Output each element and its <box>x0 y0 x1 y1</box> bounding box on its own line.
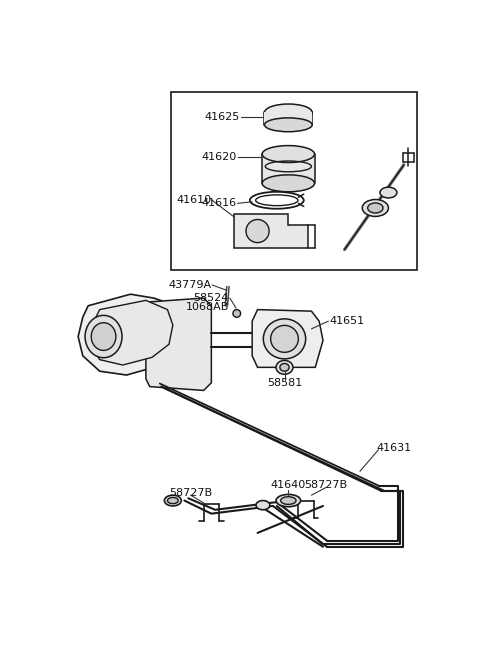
Ellipse shape <box>276 495 300 507</box>
Ellipse shape <box>264 118 312 132</box>
Ellipse shape <box>246 219 269 242</box>
Text: 41616: 41616 <box>202 198 237 208</box>
Text: 41631: 41631 <box>377 443 412 453</box>
Bar <box>171 92 417 270</box>
Ellipse shape <box>264 104 312 121</box>
Text: 1068AB: 1068AB <box>186 303 229 312</box>
Polygon shape <box>78 294 183 375</box>
Ellipse shape <box>271 326 299 352</box>
Ellipse shape <box>276 360 293 374</box>
Text: 41625: 41625 <box>204 112 240 122</box>
Text: 58727B: 58727B <box>304 480 348 490</box>
Text: 58524: 58524 <box>194 293 229 303</box>
Text: 58727B: 58727B <box>169 488 212 498</box>
Ellipse shape <box>233 310 240 317</box>
Bar <box>264 113 312 125</box>
Ellipse shape <box>256 500 270 510</box>
Ellipse shape <box>362 200 388 216</box>
Text: 41620: 41620 <box>202 152 237 162</box>
Bar <box>262 154 314 183</box>
Polygon shape <box>234 214 308 248</box>
Ellipse shape <box>281 496 296 504</box>
Text: 58581: 58581 <box>267 378 302 388</box>
Ellipse shape <box>380 187 397 198</box>
Ellipse shape <box>164 495 181 506</box>
Text: 41651: 41651 <box>329 316 364 326</box>
Text: 41610: 41610 <box>176 195 211 205</box>
Text: 43779A: 43779A <box>168 280 211 290</box>
Text: 41640: 41640 <box>271 480 306 490</box>
Ellipse shape <box>280 364 289 371</box>
Ellipse shape <box>91 323 116 350</box>
Polygon shape <box>252 310 323 367</box>
Polygon shape <box>146 298 211 390</box>
Ellipse shape <box>368 203 383 213</box>
Ellipse shape <box>85 315 122 358</box>
Ellipse shape <box>264 319 306 359</box>
Ellipse shape <box>168 498 178 504</box>
Polygon shape <box>90 301 173 365</box>
Ellipse shape <box>262 175 314 192</box>
Ellipse shape <box>262 145 314 162</box>
